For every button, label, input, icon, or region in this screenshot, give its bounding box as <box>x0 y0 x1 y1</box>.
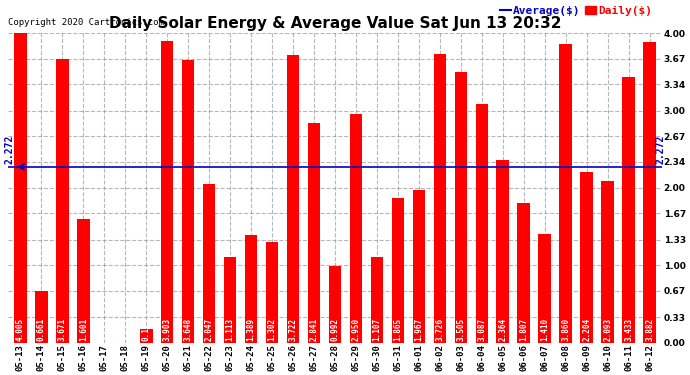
Bar <box>371 257 383 343</box>
Text: 0.992: 0.992 <box>331 318 339 341</box>
Bar <box>413 190 425 343</box>
Text: 0.173: 0.173 <box>141 318 150 341</box>
Text: 1.389: 1.389 <box>246 318 255 341</box>
Bar <box>35 291 48 343</box>
Bar <box>77 219 90 343</box>
Bar <box>475 104 488 343</box>
Text: 2.272: 2.272 <box>4 134 14 164</box>
Bar <box>602 181 614 343</box>
Text: 2.204: 2.204 <box>582 318 591 341</box>
Text: 2.093: 2.093 <box>603 318 612 341</box>
Text: 3.882: 3.882 <box>645 318 654 341</box>
Bar <box>140 329 152 343</box>
Text: 1.410: 1.410 <box>540 318 549 341</box>
Text: 3.433: 3.433 <box>624 318 633 341</box>
Bar <box>580 172 593 343</box>
Text: 1.113: 1.113 <box>226 318 235 341</box>
Bar <box>308 123 320 343</box>
Text: 3.860: 3.860 <box>561 318 570 341</box>
Text: 3.505: 3.505 <box>456 318 465 341</box>
Bar <box>161 41 173 343</box>
Text: 2.364: 2.364 <box>498 318 507 341</box>
Bar <box>560 44 572 343</box>
Text: 3.903: 3.903 <box>163 318 172 341</box>
Bar <box>392 198 404 343</box>
Text: 2.841: 2.841 <box>310 318 319 341</box>
Text: 1.302: 1.302 <box>268 318 277 341</box>
Bar <box>182 60 195 343</box>
Text: 1.967: 1.967 <box>415 318 424 341</box>
Bar <box>245 235 257 343</box>
Text: 2.047: 2.047 <box>205 318 214 341</box>
Title: Daily Solar Energy & Average Value Sat Jun 13 20:32: Daily Solar Energy & Average Value Sat J… <box>109 16 561 31</box>
Text: 3.671: 3.671 <box>58 318 67 341</box>
Text: 1.107: 1.107 <box>373 318 382 341</box>
Bar <box>328 266 342 343</box>
Legend: Average($), Daily($): Average($), Daily($) <box>495 2 657 21</box>
Text: 2.950: 2.950 <box>351 318 360 341</box>
Bar <box>518 203 530 343</box>
Bar <box>433 54 446 343</box>
Bar <box>203 184 215 343</box>
Bar <box>224 256 237 343</box>
Bar <box>538 234 551 343</box>
Text: 0.661: 0.661 <box>37 318 46 341</box>
Bar <box>14 33 27 343</box>
Bar <box>497 160 509 343</box>
Bar <box>643 42 656 343</box>
Text: 3.087: 3.087 <box>477 318 486 341</box>
Bar <box>622 77 635 343</box>
Text: 1.807: 1.807 <box>520 318 529 341</box>
Text: 1.865: 1.865 <box>393 318 402 341</box>
Text: 3.648: 3.648 <box>184 318 193 341</box>
Bar <box>455 72 467 343</box>
Text: 4.005: 4.005 <box>16 318 25 341</box>
Text: 1.601: 1.601 <box>79 318 88 341</box>
Text: 3.726: 3.726 <box>435 318 444 341</box>
Text: Copyright 2020 Cartronics.com: Copyright 2020 Cartronics.com <box>8 18 164 27</box>
Bar <box>287 55 299 343</box>
Bar <box>350 114 362 343</box>
Bar <box>266 242 278 343</box>
Text: 2.272: 2.272 <box>656 134 666 164</box>
Bar <box>56 59 68 343</box>
Text: 3.722: 3.722 <box>288 318 297 341</box>
